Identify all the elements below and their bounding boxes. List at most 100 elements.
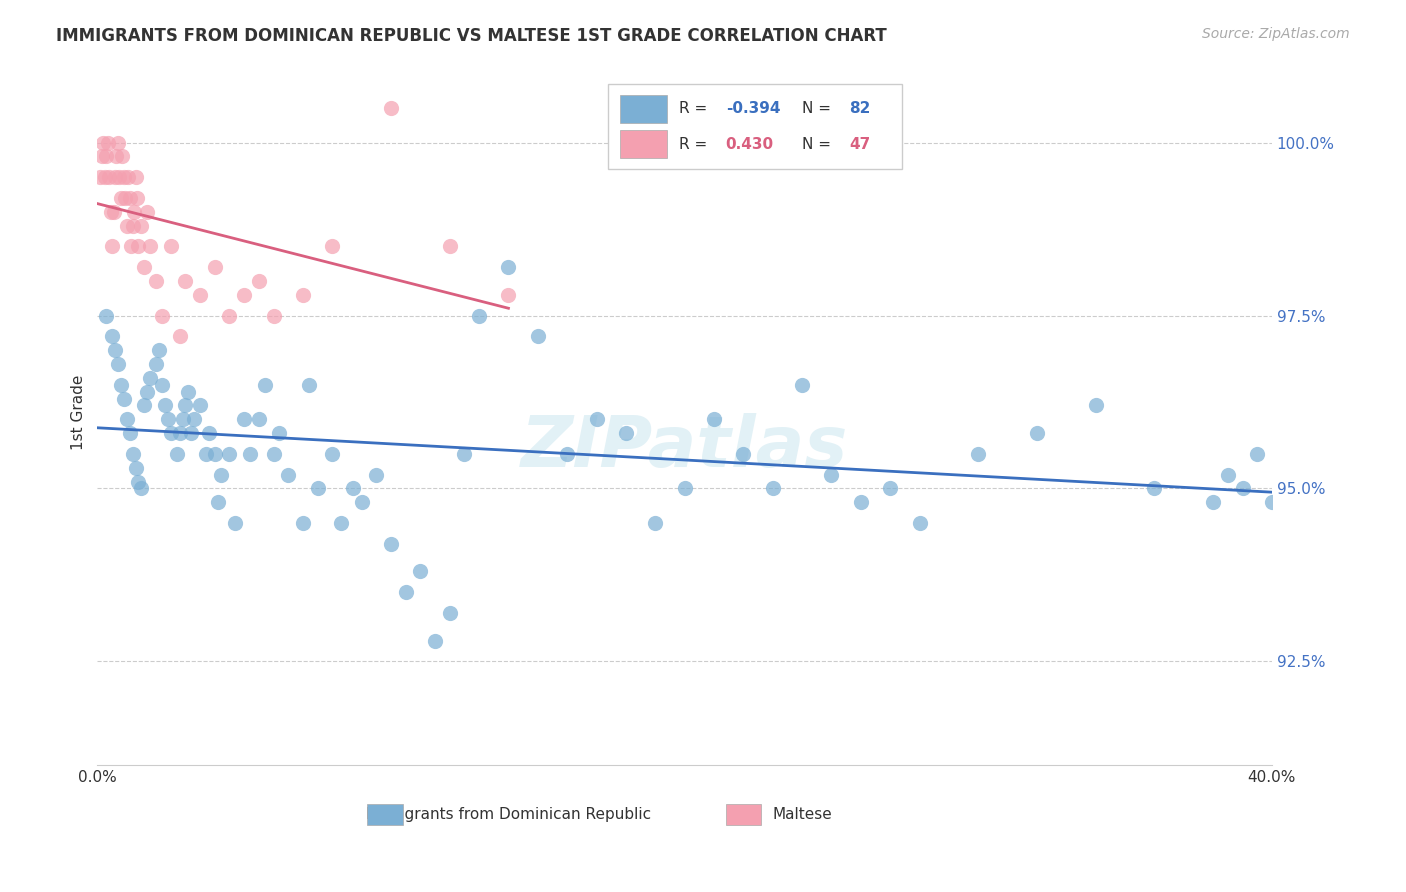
Point (169, 329, 191, 343)
Point (112, 170, 135, 185)
FancyBboxPatch shape (367, 804, 402, 825)
Point (174, 399, 197, 413)
Point (439, 606, 461, 620)
Point (159, 426, 181, 441)
Point (101, 329, 124, 343)
Point (166, 447, 188, 461)
FancyBboxPatch shape (725, 804, 761, 825)
Point (101, 239, 124, 253)
Point (263, 447, 285, 461)
Point (1216, 467, 1239, 482)
Point (103, 204, 125, 219)
Point (395, 585, 418, 599)
Point (131, 482, 153, 496)
Point (247, 274, 270, 288)
Point (112, 392, 135, 406)
Point (110, 377, 132, 392)
Point (820, 467, 842, 482)
Point (1143, 482, 1166, 496)
Point (1261, 495, 1284, 509)
Point (209, 467, 232, 482)
Point (139, 239, 162, 253)
Point (555, 447, 578, 461)
Point (156, 412, 179, 426)
Point (380, 101, 402, 115)
Point (263, 309, 285, 323)
Text: R =: R = (679, 102, 711, 117)
Point (96, 309, 118, 323)
Point (204, 447, 226, 461)
Point (498, 287, 520, 301)
Point (908, 516, 931, 530)
Point (104, 343, 127, 357)
FancyBboxPatch shape (620, 95, 666, 123)
Point (93, 170, 115, 185)
Text: N =: N = (801, 102, 837, 117)
Point (277, 467, 299, 482)
Point (134, 260, 156, 274)
Point (233, 412, 256, 426)
Text: 82: 82 (849, 102, 870, 117)
Point (115, 412, 138, 426)
Point (233, 287, 256, 301)
Point (198, 426, 221, 441)
Point (204, 260, 226, 274)
Point (218, 309, 240, 323)
Point (139, 371, 162, 385)
Point (97, 136, 120, 150)
Point (150, 377, 173, 392)
Point (380, 537, 402, 551)
Point (423, 633, 446, 648)
Point (790, 377, 813, 392)
Point (195, 447, 218, 461)
Point (614, 426, 637, 441)
Point (239, 447, 262, 461)
Text: 0.430: 0.430 (725, 136, 773, 152)
Point (439, 239, 461, 253)
Point (89, 170, 111, 185)
Point (136, 384, 159, 399)
Point (107, 357, 129, 371)
Point (183, 412, 205, 426)
Text: Maltese: Maltese (772, 807, 832, 822)
Text: IMMIGRANTS FROM DOMINICAN REPUBLIC VS MALTESE 1ST GRADE CORRELATION CHART: IMMIGRANTS FROM DOMINICAN REPUBLIC VS MA… (56, 27, 887, 45)
Point (673, 482, 696, 496)
Point (121, 219, 143, 233)
Point (150, 309, 173, 323)
Y-axis label: 1st Grade: 1st Grade (72, 375, 86, 450)
Point (1084, 399, 1107, 413)
Point (218, 447, 240, 461)
Point (174, 274, 197, 288)
Point (145, 274, 167, 288)
Point (159, 239, 181, 253)
Point (1232, 482, 1254, 496)
Text: R =: R = (679, 136, 717, 152)
Point (96, 149, 118, 163)
Point (111, 149, 134, 163)
Point (91, 136, 114, 150)
Point (644, 516, 666, 530)
Point (1026, 426, 1049, 441)
Point (177, 384, 200, 399)
Point (117, 170, 139, 185)
Point (131, 219, 153, 233)
Point (145, 357, 167, 371)
Point (125, 191, 148, 205)
Point (733, 447, 755, 461)
Point (122, 204, 145, 219)
Point (98, 170, 121, 185)
Point (153, 399, 176, 413)
Text: ZIPatlas: ZIPatlas (522, 413, 848, 482)
Point (350, 495, 373, 509)
Point (107, 136, 129, 150)
Point (104, 170, 127, 185)
Text: -0.394: -0.394 (725, 102, 780, 117)
Point (1202, 495, 1225, 509)
Point (468, 309, 491, 323)
Point (291, 287, 314, 301)
Point (849, 495, 872, 509)
Point (321, 447, 343, 461)
Point (180, 426, 202, 441)
Point (224, 516, 246, 530)
Point (124, 460, 146, 475)
